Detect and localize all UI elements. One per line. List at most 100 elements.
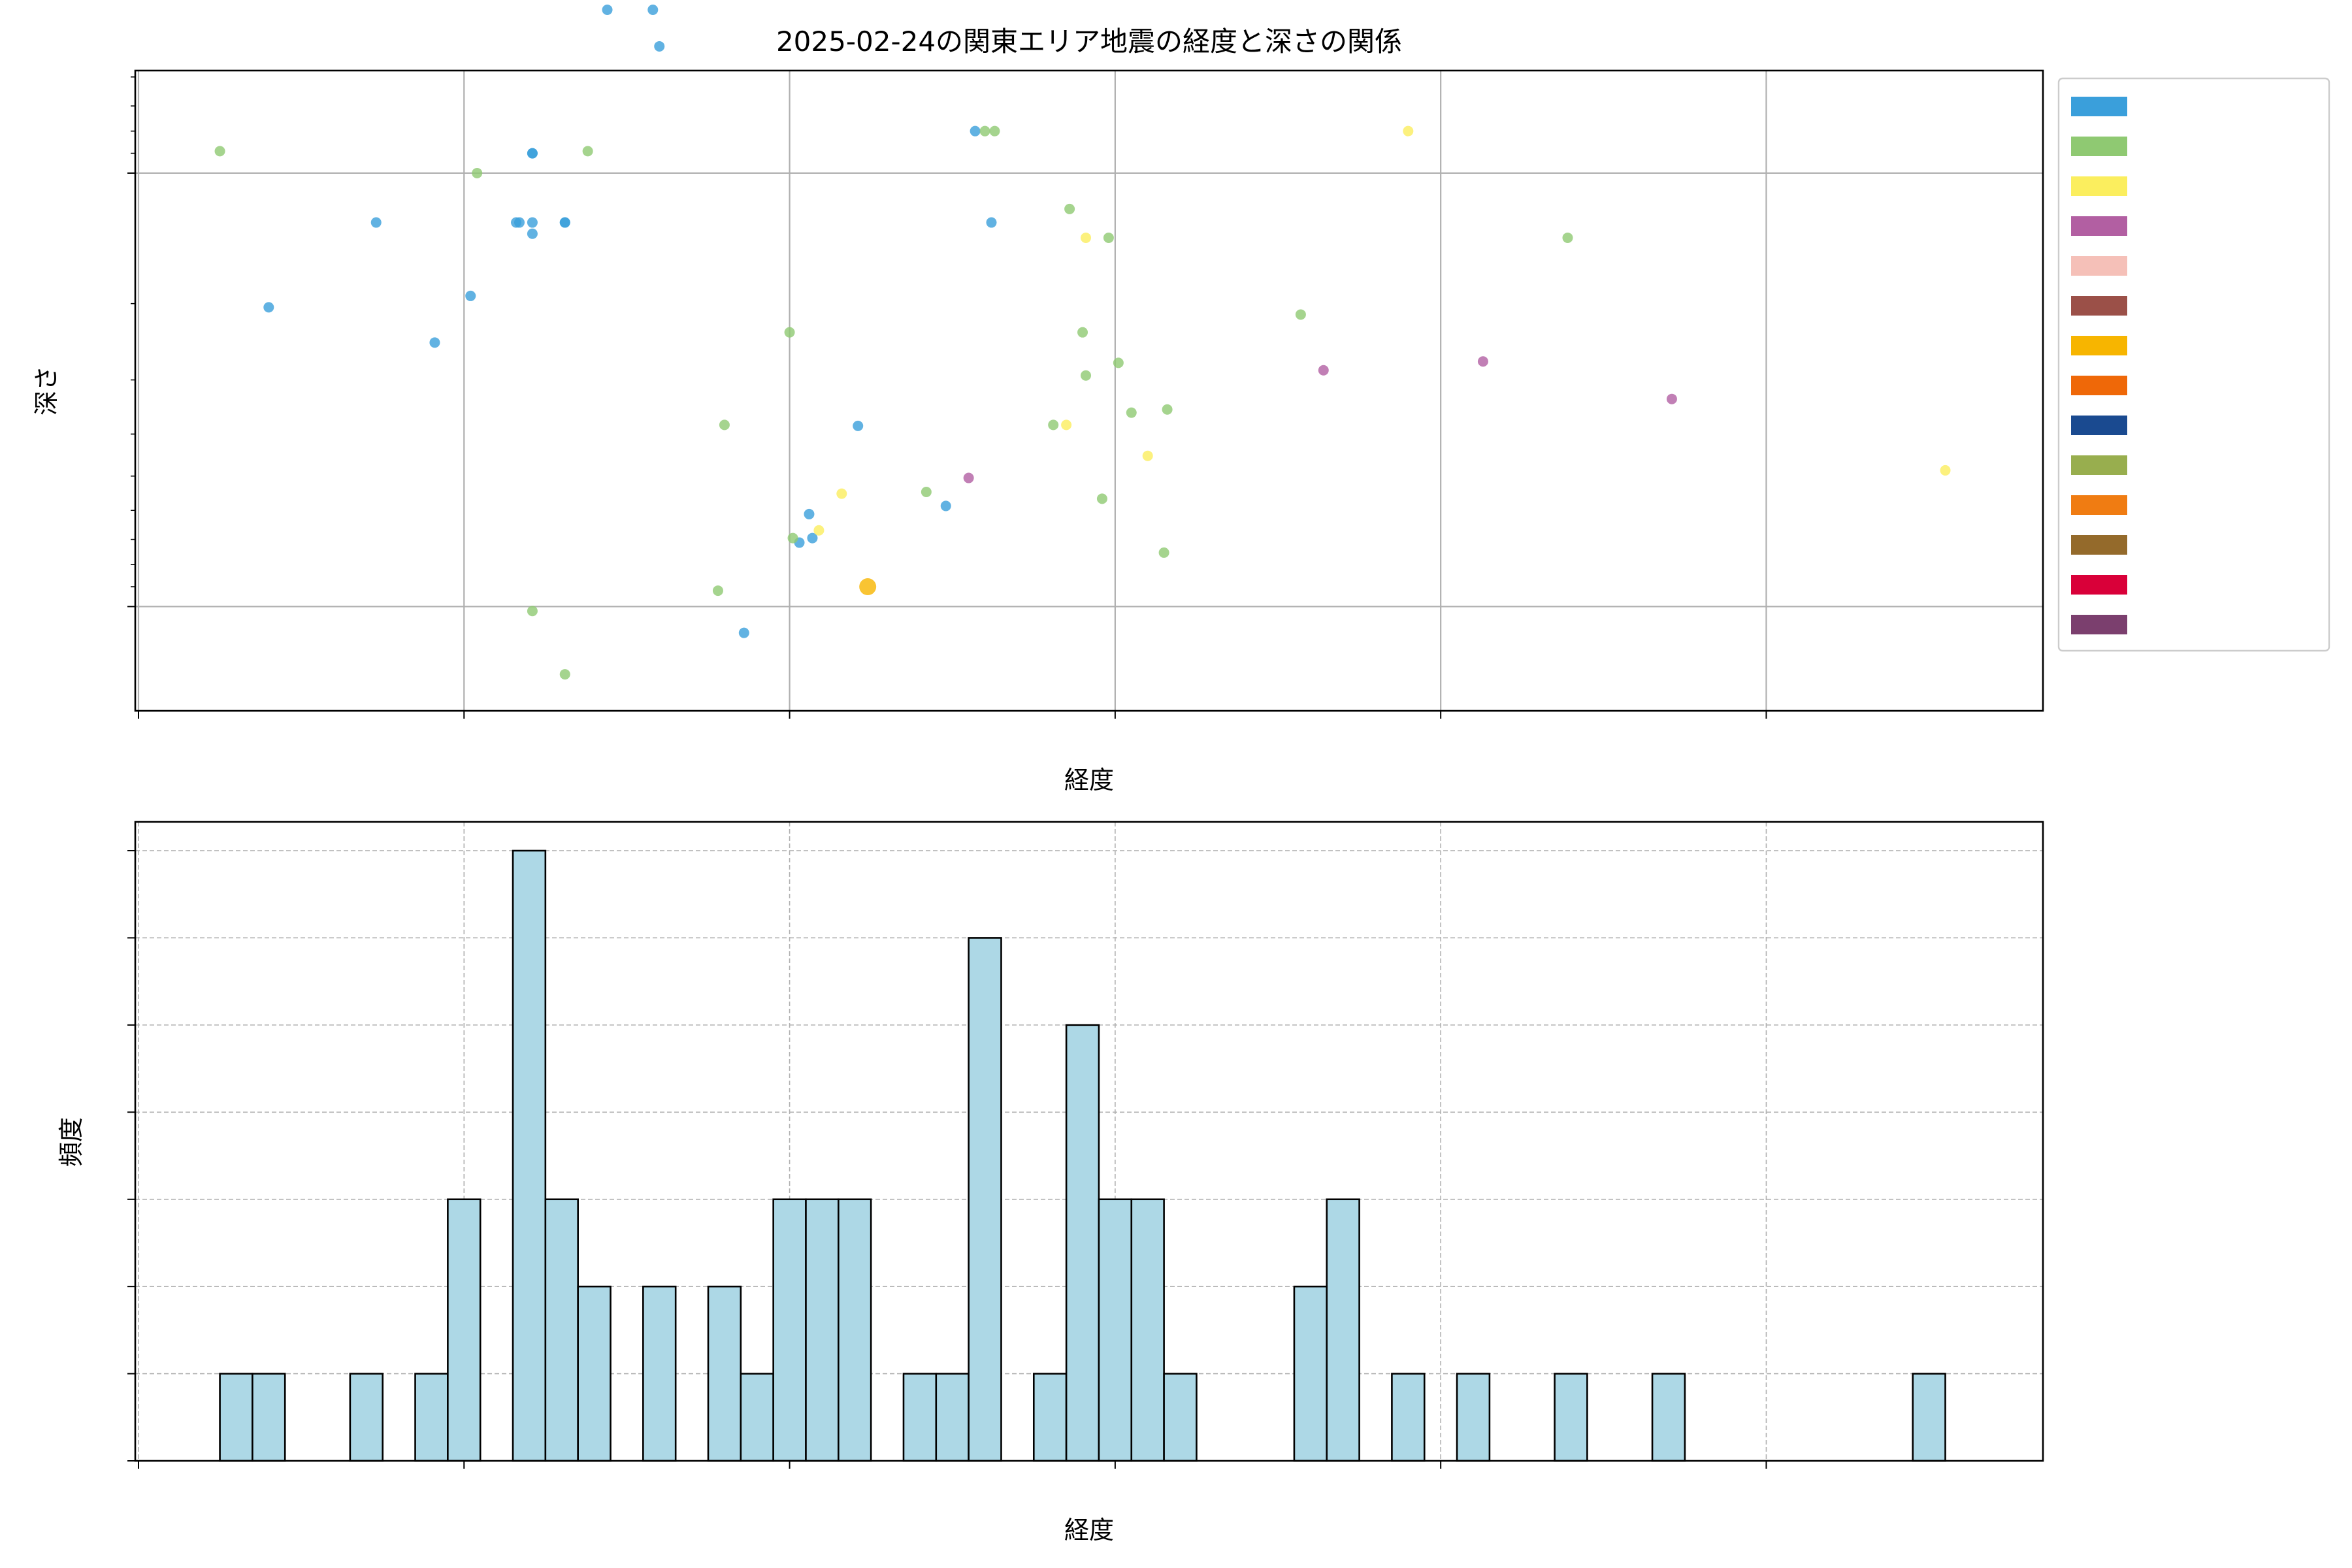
scatter-y-ticks: [127, 76, 135, 608]
histogram-bar: [447, 1198, 482, 1462]
scatter-point: [1318, 365, 1329, 376]
scatter-point: [1477, 356, 1488, 367]
scatter-point: [1081, 232, 1092, 243]
scatter-point: [1126, 407, 1137, 418]
legend-swatch: [2071, 97, 2127, 116]
scatter-point: [787, 532, 798, 544]
scatter-point: [1666, 393, 1677, 404]
scatter-point: [989, 125, 1000, 137]
scatter-point: [1064, 203, 1075, 214]
histogram-bar: [1391, 1373, 1426, 1462]
scatter-point: [719, 419, 730, 431]
scatter-point: [1113, 357, 1124, 368]
histogram-bar: [512, 849, 547, 1462]
legend-swatch: [2071, 176, 2127, 196]
scatter-point: [654, 41, 665, 52]
scatter-point: [1162, 404, 1173, 415]
scatter-point: [921, 486, 932, 497]
scatter-point: [527, 606, 538, 617]
legend-swatch: [2071, 296, 2127, 316]
legend-box: [2057, 77, 2330, 652]
legend-swatch: [2071, 455, 2127, 475]
scatter-point: [465, 290, 476, 301]
histogram-bars: [219, 849, 1946, 1462]
legend: [2057, 77, 2330, 652]
scatter-point: [859, 578, 877, 596]
scatter-point: [804, 508, 815, 519]
histogram-bar: [1098, 1198, 1133, 1462]
scatter-point: [963, 472, 974, 483]
histogram-bar: [252, 1373, 286, 1462]
scatter-point: [214, 146, 225, 157]
histogram-bar: [838, 1198, 872, 1462]
legend-swatch: [2071, 256, 2127, 276]
scatter-point: [429, 337, 440, 348]
scatter-point: [647, 4, 659, 15]
legend-swatch: [2071, 535, 2127, 555]
histogram-bar: [219, 1373, 253, 1462]
scatter-point: [602, 4, 613, 15]
histogram-bar: [1456, 1373, 1491, 1462]
histogram-bar: [805, 1198, 840, 1462]
histogram-bar: [935, 1373, 970, 1462]
histogram-bar: [968, 937, 1002, 1462]
scatter-point: [1295, 309, 1306, 320]
scatter-point: [712, 585, 723, 596]
legend-swatch: [2071, 336, 2127, 355]
histogram-bar: [1032, 1373, 1068, 1462]
scatter-point: [807, 532, 818, 544]
scatter-point: [559, 669, 570, 680]
histogram-bar: [1293, 1285, 1328, 1462]
scatter-point: [979, 125, 990, 137]
scatter-point: [1562, 232, 1573, 243]
scatter-point: [1061, 419, 1072, 431]
legend-swatch: [2071, 615, 2127, 634]
legend-swatch: [2071, 137, 2127, 156]
legend-swatch: [2071, 216, 2127, 236]
histogram-bar: [349, 1373, 384, 1462]
scatter-point: [370, 217, 382, 228]
histogram-bar: [642, 1285, 677, 1462]
histogram-bar: [577, 1285, 612, 1462]
histogram-bar: [902, 1373, 938, 1462]
histogram-chart: 経度 頻度: [57, 821, 2044, 1544]
histogram-bar: [414, 1373, 449, 1462]
scatter-point: [527, 228, 538, 239]
legend-swatch: [2071, 575, 2127, 595]
scatter-point: [784, 327, 795, 338]
scatter-point: [836, 488, 847, 499]
histogram-bar: [740, 1373, 774, 1462]
scatter-point: [1048, 419, 1059, 431]
histogram-bar: [1326, 1198, 1360, 1462]
scatter-point: [263, 302, 274, 313]
histogram-bar: [544, 1198, 579, 1462]
scatter-point: [813, 525, 825, 536]
legend-items: [2071, 97, 2127, 634]
legend-swatch: [2071, 376, 2127, 395]
histogram-bar: [1554, 1373, 1588, 1462]
scatter-x-label: 経度: [1064, 766, 1114, 794]
scatter-point: [853, 420, 864, 431]
scatter-axes-frame: [134, 69, 2044, 712]
scatter-point: [1103, 232, 1114, 243]
histogram-x-ticks: [137, 1461, 1767, 1469]
scatter-point: [559, 217, 570, 228]
scatter-point: [1077, 327, 1088, 338]
histogram-y-ticks: [127, 850, 135, 1462]
scatter-point: [527, 148, 538, 159]
histogram-bar: [1651, 1373, 1686, 1462]
legend-swatch: [2071, 495, 2127, 515]
scatter-point: [986, 217, 997, 228]
scatter-point: [472, 167, 483, 178]
scatter-y-label: 深さ: [32, 366, 61, 416]
scatter-chart: 2025-02-24の関東エリア地震の経度と深さの関係 経度 深さ: [32, 4, 2330, 794]
scatter-point: [970, 125, 981, 137]
legend-swatch: [2071, 416, 2127, 435]
scatter-point: [582, 146, 593, 157]
histogram-axes-frame: [134, 821, 2044, 1462]
scatter-point: [514, 217, 525, 228]
histogram-bar: [1130, 1198, 1165, 1462]
scatter-title: 2025-02-24の関東エリア地震の経度と深さの関係: [776, 25, 1402, 57]
scatter-grid: [135, 71, 2043, 711]
